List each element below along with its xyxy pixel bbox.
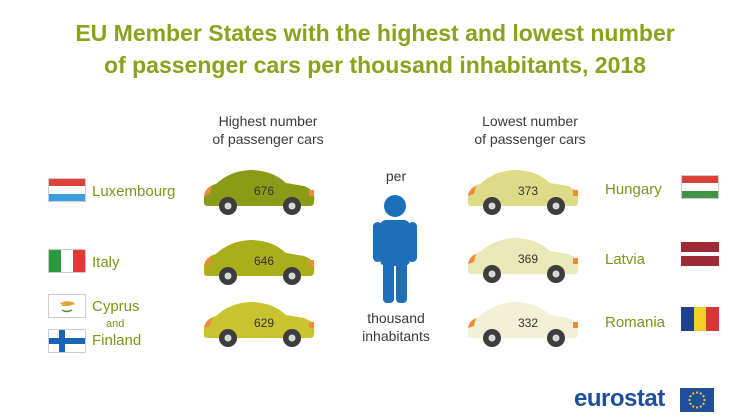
eu-star-icon — [692, 405, 695, 408]
highest-header-line-1: Highest number — [218, 113, 318, 129]
lowest-hungary-value-label: 373 — [518, 184, 538, 198]
highest-header-line-2: of passenger cars — [212, 131, 324, 147]
eu-star-icon — [702, 395, 705, 398]
luxembourg-flag-icon — [48, 178, 86, 202]
country-label-latvia: Latvia — [605, 251, 646, 268]
eu-star-icon — [699, 392, 702, 395]
per-label: per — [385, 168, 407, 184]
eu-star-icon — [699, 405, 702, 408]
eu-star-icon — [689, 395, 692, 398]
lowest-header: Lowest number of passenger cars — [440, 112, 620, 148]
lowest-romania-value-label: 332 — [518, 316, 538, 330]
eu-star-icon — [702, 402, 705, 405]
highest-luxembourg-car-icon: 676 — [204, 170, 315, 215]
lowest-romania-car-icon: 332 — [468, 302, 579, 347]
lowest-latvia-car-icon: 369 — [468, 238, 579, 283]
and-label: and — [106, 318, 125, 330]
lowest-header-line-2: of passenger cars — [474, 131, 586, 147]
italy-flag-icon — [48, 249, 86, 273]
chart-title-line-1: EU Member States with the highest and lo… — [75, 20, 675, 46]
highest-cyprus-and-finland-car-icon: 629 — [204, 302, 315, 347]
latvia-flag-icon — [681, 242, 719, 266]
country-label-romania: Romania — [605, 314, 666, 331]
highest-italy-car-icon: 646 — [204, 240, 315, 285]
chart-title-line-2: of passenger cars per thousand inhabitan… — [104, 52, 646, 78]
eu-star-icon — [695, 391, 699, 394]
lowest-header-line-1: Lowest number — [482, 113, 578, 129]
country-label-finland: Finland — [92, 332, 142, 349]
person-icon — [373, 195, 417, 303]
highest-cyprus-and-finland-value-label: 629 — [254, 316, 274, 330]
country-label-cyprus: Cyprus — [92, 298, 140, 315]
finland-flag-icon — [48, 329, 86, 353]
highest-luxembourg-value-label: 676 — [254, 184, 274, 198]
country-label-italy: Italy — [92, 254, 120, 271]
inhabitants-label: inhabitants — [362, 328, 430, 344]
highest-italy-value-label: 646 — [254, 254, 274, 268]
eurostat-logo: eurostat — [574, 385, 665, 412]
eu-flag-icon — [680, 388, 714, 412]
hungary-flag-icon — [681, 175, 719, 199]
thousand-label: thousand — [367, 310, 425, 326]
eu-star-icon — [695, 406, 699, 409]
lowest-latvia-value-label: 369 — [518, 252, 538, 266]
cyprus-flag-icon — [48, 294, 86, 318]
eu-star-icon — [688, 398, 691, 402]
eu-star-icon — [689, 402, 692, 405]
country-label-luxembourg: Luxembourg — [92, 183, 176, 200]
eu-star-icon — [703, 398, 706, 402]
country-label-hungary: Hungary — [605, 181, 662, 198]
highest-header: Highest number of passenger cars — [178, 112, 358, 148]
eu-star-icon — [692, 392, 695, 395]
lowest-hungary-car-icon: 373 — [468, 170, 579, 215]
romania-flag-icon — [681, 307, 719, 331]
